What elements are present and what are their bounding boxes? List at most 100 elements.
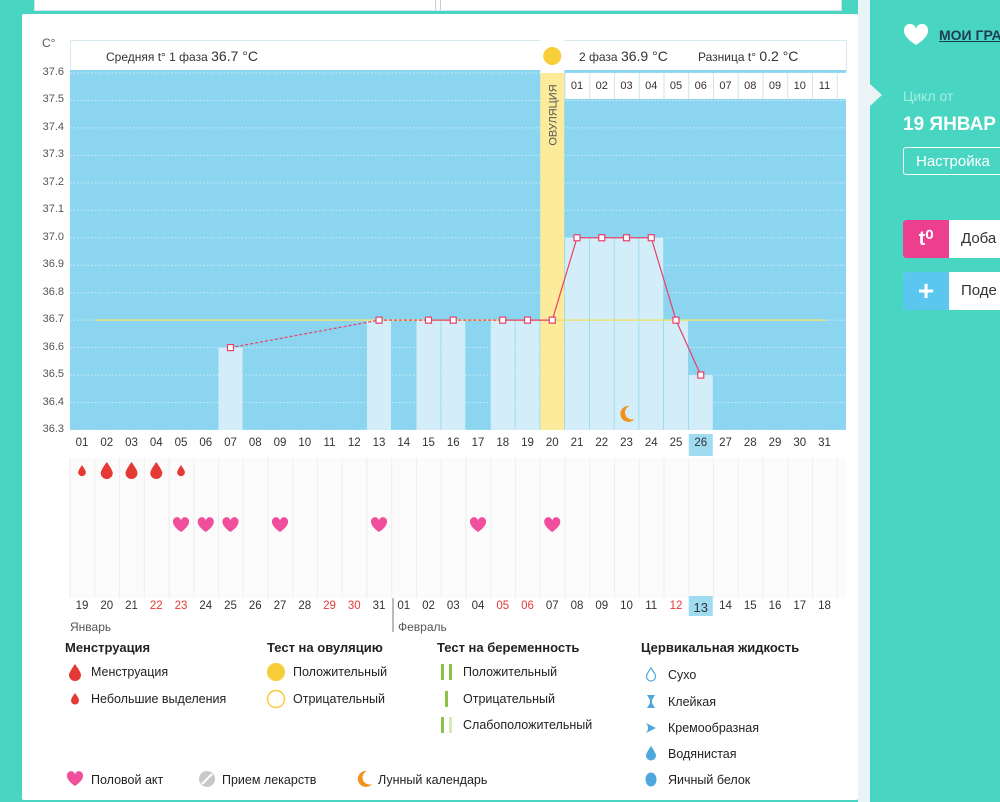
y-tick-label: 37.3 (42, 148, 64, 161)
legend-pregtest-neg: Отрицательный (463, 692, 556, 706)
calendar-date-label: 16 (768, 600, 782, 612)
calendar-date-label: 04 (471, 600, 485, 612)
temp-bar (664, 320, 688, 430)
calendar-date-label: 13 (693, 600, 708, 615)
plus-icon: + (903, 272, 949, 310)
calendar-date-label: 07 (545, 600, 559, 612)
pregtest-weak-icon (441, 717, 452, 733)
calendar-date-label: 15 (743, 600, 757, 612)
temp-line-segment (551, 237, 578, 321)
temp-line-segment (230, 319, 380, 349)
temp-point (375, 316, 383, 324)
calendar-date-label: 24 (199, 600, 213, 612)
calendar-date-label: 30 (347, 600, 361, 612)
legend-fluid-sticky: Клейкая (668, 695, 716, 709)
heart-icon (544, 517, 561, 532)
phase2-day-label: 11 (818, 80, 831, 92)
temp-point (548, 316, 556, 324)
phase2-value: 36.9 °C (620, 48, 668, 64)
diff-label: Разница t° (698, 50, 756, 64)
add-temp-label: Доба (961, 230, 997, 247)
cycle-day-label: 25 (669, 437, 683, 449)
calendar-date-label: 12 (669, 600, 683, 612)
legend-ovtest-pos: Положительный (293, 665, 388, 679)
top-strip (34, 0, 842, 11)
phase2-day-label: 10 (793, 80, 806, 92)
heart-icon (66, 771, 84, 786)
calendar-date-label: 20 (100, 600, 114, 612)
menstruation-drop (177, 465, 185, 477)
calendar-date-label: 08 (570, 600, 584, 612)
temp-line-segment (675, 319, 702, 376)
ovulation-dot (543, 47, 562, 65)
temp-point (647, 234, 655, 242)
cycle-day-label: 07 (224, 437, 237, 449)
ovtest-negative-icon (266, 689, 286, 709)
cycle-day-label: 17 (471, 437, 485, 449)
heart-icon (271, 517, 289, 532)
pregtest-positive-icon (441, 664, 452, 680)
cycle-day-label: 02 (100, 437, 114, 449)
legend-fluid-creamy: Кремообразная (668, 721, 759, 735)
legend-lunar: Лунный календарь (378, 773, 488, 787)
calendar-date-label: 26 (248, 600, 262, 612)
calendar-date-label: 27 (273, 600, 287, 612)
calendar-date-label: 25 (224, 600, 237, 612)
settings-button[interactable]: Настройка (903, 147, 1000, 175)
my-charts-link[interactable]: МОИ ГРА (939, 27, 1000, 43)
temp-bar (614, 237, 639, 430)
symbol-grid (70, 458, 846, 598)
share-button[interactable]: + Поде (903, 272, 1000, 310)
temp-point (226, 344, 235, 352)
cycle-day-label: 16 (446, 437, 460, 449)
y-tick-label: 37.6 (42, 66, 64, 78)
cycle-day-label: 10 (298, 437, 312, 449)
y-tick-label: 37.1 (42, 203, 64, 216)
cycle-day-label: 03 (125, 437, 138, 449)
phase2-day-label: 08 (744, 80, 757, 92)
y-tick-label: 37.4 (42, 120, 64, 133)
y-tick-label: 36.9 (42, 258, 64, 271)
fluid-eggwhite-icon (645, 772, 657, 787)
calendar-date-label: 17 (793, 600, 807, 612)
y-tick-label: 36.6 (42, 340, 64, 353)
cycle-day-label: 15 (422, 437, 435, 449)
cycle-day-label: 26 (694, 437, 708, 449)
y-tick-label: 36.5 (42, 368, 64, 381)
cycle-day-label: 30 (793, 437, 807, 449)
legend-pregtest-weak: Слабоположительный (463, 718, 593, 732)
temp-bar (490, 320, 515, 430)
menstruation-drop (78, 465, 86, 477)
phase1-label: Средняя t° 1 фаза (106, 50, 208, 64)
ovtest-positive-icon (267, 663, 285, 681)
y-tick-label: 36.7 (42, 313, 64, 326)
cycle-day-label: 01 (75, 437, 89, 449)
y-tick-label: 36.3 (42, 423, 64, 435)
calendar-date-label: 14 (719, 600, 732, 612)
cycle-day-label: 04 (149, 437, 163, 449)
legend-fluid-dry: Сухо (668, 668, 697, 682)
moon-icon (357, 770, 372, 787)
chart-header (70, 40, 847, 71)
cycle-day-label: 06 (199, 437, 213, 449)
pill-icon (199, 771, 215, 787)
cycle-day-label: 31 (818, 437, 831, 449)
temp-point (449, 316, 457, 324)
heart-icon (469, 517, 487, 532)
moon-icon (620, 405, 635, 422)
legend-menstruation-light: Небольшие выделения (91, 692, 227, 706)
temp-point (573, 234, 581, 242)
phase2-label: 2 фаза (579, 50, 618, 64)
calendar-date-label: 05 (496, 600, 510, 612)
fluid-watery-icon (646, 746, 656, 761)
cycle-day-label: 29 (768, 437, 782, 449)
ovulation-band (540, 73, 565, 430)
add-temp-button[interactable]: t⁰ Доба (903, 220, 1000, 258)
current-day-cell (688, 434, 713, 456)
calendar-date-label: 21 (125, 600, 138, 612)
temp-line-segment (650, 237, 677, 321)
temperature-icon: t⁰ (903, 220, 949, 258)
phase1-avg: Средняя t° 1 фаза 36.7 °C (106, 48, 258, 64)
ovulation-label: ОВУЛЯЦИЯ (547, 84, 559, 145)
